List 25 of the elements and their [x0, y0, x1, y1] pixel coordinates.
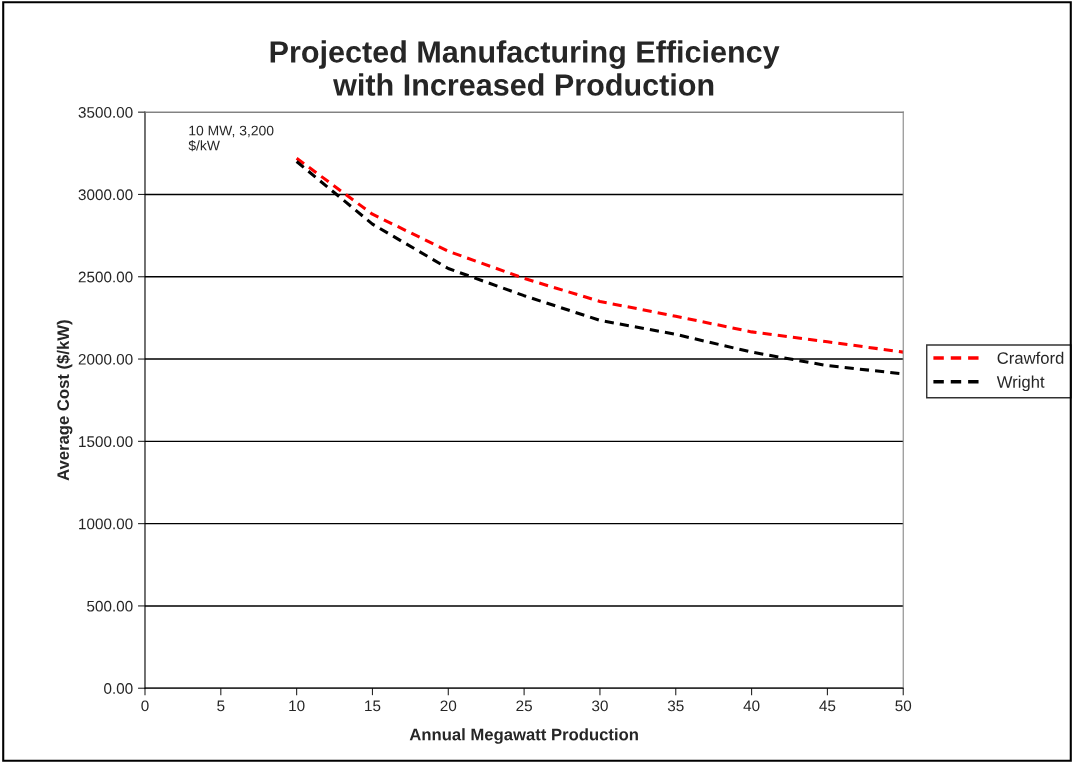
y-tick-label: 3500.00: [78, 107, 133, 118]
x-axis-title: Annual Megawatt Production: [409, 728, 638, 744]
chart-title: Projected Manufacturing Efficiency with Increased Production: [270, 40, 780, 96]
y-tick-label: 2500.00: [78, 271, 133, 283]
x-tick-label: 30: [592, 700, 608, 712]
y-tick-label: 3000.00: [78, 189, 133, 201]
y-tick-label: 2000.00: [78, 353, 133, 365]
x-tick-label: 5: [217, 700, 225, 712]
y-axis-title: Average Cost ($/kW): [56, 320, 73, 481]
x-tick-label: 15: [365, 700, 381, 712]
legend-label: Crawford: [997, 351, 1064, 364]
y-tick-label: 1500.00: [79, 436, 133, 448]
annotation: 10 MW, 3,200 $/kW: [188, 125, 274, 152]
legend-label: Wright: [996, 375, 1045, 392]
x-tick-label: 40: [743, 700, 760, 712]
x-tick-label: 50: [895, 700, 912, 712]
y-tick-label: 500.00: [87, 600, 133, 612]
x-tick-label: 10: [289, 700, 305, 712]
x-tick-label: 45: [819, 700, 836, 712]
x-tick-label: 20: [440, 700, 457, 712]
x-tick-label: 25: [516, 700, 532, 712]
y-tick-label: 0.00: [104, 683, 133, 694]
x-tick-label: 35: [667, 700, 684, 712]
y-tick-label: 1000.00: [79, 518, 133, 530]
x-tick-label: 0: [141, 700, 149, 712]
